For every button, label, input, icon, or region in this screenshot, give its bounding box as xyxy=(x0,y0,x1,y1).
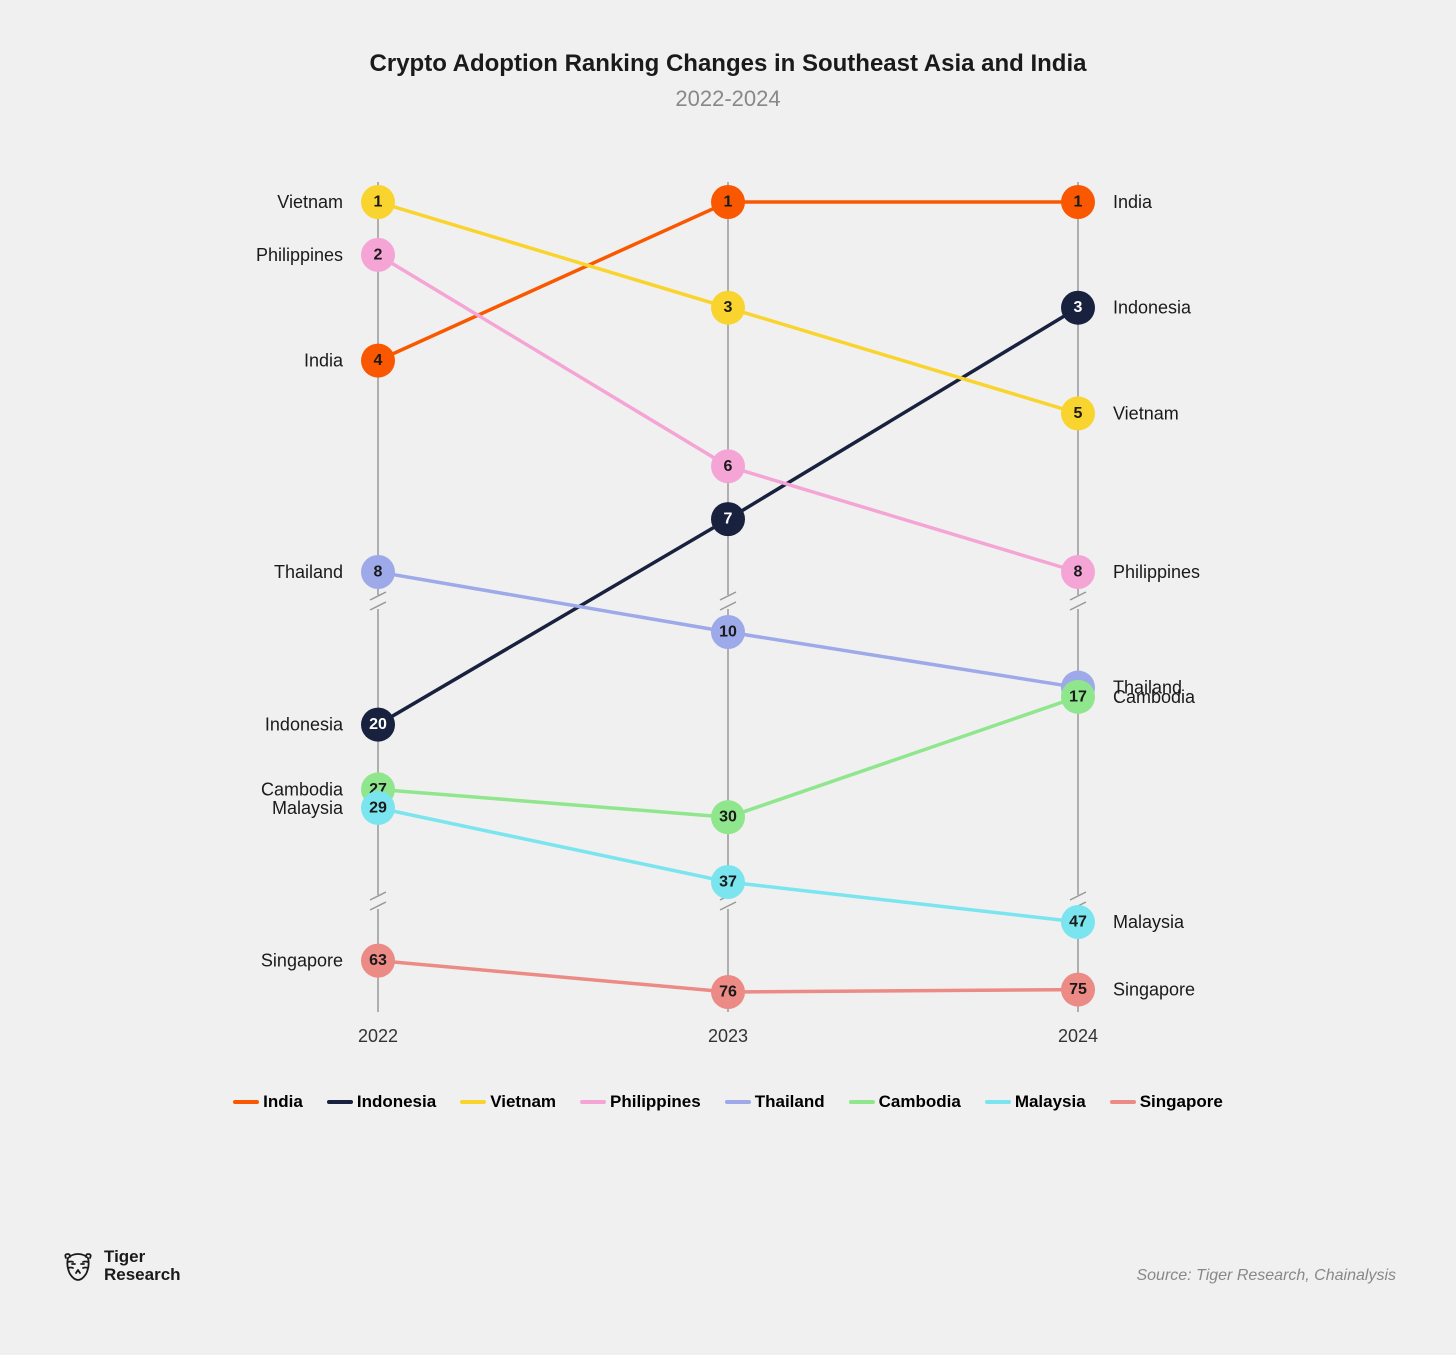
legend-label: Vietnam xyxy=(490,1092,556,1112)
legend-item-indonesia: Indonesia xyxy=(327,1092,436,1112)
rank-value: 63 xyxy=(369,952,387,969)
legend-item-vietnam: Vietnam xyxy=(460,1092,556,1112)
rank-value: 8 xyxy=(1074,564,1083,581)
rank-value: 30 xyxy=(719,809,737,826)
plot-area: 411207313526881016273017293747637675 Vie… xyxy=(178,142,1278,1062)
rank-value: 17 xyxy=(1069,688,1087,705)
right-label-philippines: Philippines xyxy=(1113,562,1200,582)
right-label-vietnam: Vietnam xyxy=(1113,403,1179,423)
legend-label: Philippines xyxy=(610,1092,701,1112)
legend: India Indonesia Vietnam Philippines Thailand… xyxy=(50,1092,1406,1112)
legend-swatch xyxy=(725,1100,751,1104)
chart-svg: 411207313526881016273017293747637675 Vie… xyxy=(178,142,1278,1062)
chart-title: Crypto Adoption Ranking Changes in South… xyxy=(50,50,1406,78)
left-label-indonesia: Indonesia xyxy=(265,715,344,735)
legend-item-cambodia: Cambodia xyxy=(849,1092,961,1112)
left-label-india: India xyxy=(304,351,344,371)
legend-item-singapore: Singapore xyxy=(1110,1092,1223,1112)
brand-line1: Tiger xyxy=(104,1248,181,1267)
right-label-malaysia: Malaysia xyxy=(1113,912,1185,932)
left-label-malaysia: Malaysia xyxy=(272,798,344,818)
rank-value: 29 xyxy=(369,799,387,816)
legend-swatch xyxy=(327,1100,353,1104)
legend-label: Indonesia xyxy=(357,1092,436,1112)
chart-subtitle: 2022-2024 xyxy=(50,86,1406,112)
legend-swatch xyxy=(985,1100,1011,1104)
legend-label: Cambodia xyxy=(879,1092,961,1112)
rank-value: 3 xyxy=(724,299,733,316)
left-label-cambodia: Cambodia xyxy=(261,779,344,799)
chart-container: Crypto Adoption Ranking Changes in South… xyxy=(50,50,1406,1305)
left-label-vietnam: Vietnam xyxy=(277,192,343,212)
source-text: Source: Tiger Research, Chainalysis xyxy=(1136,1267,1396,1285)
legend-label: Thailand xyxy=(755,1092,825,1112)
legend-item-malaysia: Malaysia xyxy=(985,1092,1086,1112)
rank-value: 7 xyxy=(724,511,733,528)
rank-value: 8 xyxy=(374,564,383,581)
rank-value: 1 xyxy=(1074,194,1083,211)
rank-value: 75 xyxy=(1069,981,1087,998)
tiger-icon xyxy=(60,1248,96,1284)
legend-label: Singapore xyxy=(1140,1092,1223,1112)
year-label: 2023 xyxy=(708,1026,748,1046)
legend-swatch xyxy=(460,1100,486,1104)
rank-value: 20 xyxy=(369,716,387,733)
brand-line2: Research xyxy=(104,1266,181,1285)
legend-swatch xyxy=(849,1100,875,1104)
rank-value: 6 xyxy=(724,458,733,475)
rank-value: 37 xyxy=(719,874,737,891)
rank-value: 5 xyxy=(1074,405,1083,422)
legend-item-india: India xyxy=(233,1092,303,1112)
right-label-singapore: Singapore xyxy=(1113,980,1195,1000)
rank-value: 4 xyxy=(374,352,383,369)
year-label: 2022 xyxy=(358,1026,398,1046)
legend-swatch xyxy=(233,1100,259,1104)
legend-item-philippines: Philippines xyxy=(580,1092,701,1112)
footer: Tiger Research Source: Tiger Research, C… xyxy=(50,1248,1406,1285)
right-label-indonesia: Indonesia xyxy=(1113,298,1192,318)
legend-label: Malaysia xyxy=(1015,1092,1086,1112)
brand-logo: Tiger Research xyxy=(60,1248,181,1285)
rank-value: 1 xyxy=(724,194,733,211)
right-label-cambodia: Cambodia xyxy=(1113,687,1196,707)
legend-item-thailand: Thailand xyxy=(725,1092,825,1112)
rank-value: 10 xyxy=(719,624,737,641)
left-label-philippines: Philippines xyxy=(256,245,343,265)
legend-swatch xyxy=(1110,1100,1136,1104)
rank-value: 2 xyxy=(374,246,383,263)
right-label-india: India xyxy=(1113,192,1153,212)
left-label-singapore: Singapore xyxy=(261,951,343,971)
rank-value: 3 xyxy=(1074,299,1083,316)
rank-value: 76 xyxy=(719,984,737,1001)
year-label: 2024 xyxy=(1058,1026,1098,1046)
left-label-thailand: Thailand xyxy=(274,562,343,582)
rank-value: 47 xyxy=(1069,914,1087,931)
rank-value: 1 xyxy=(374,194,383,211)
legend-swatch xyxy=(580,1100,606,1104)
legend-label: India xyxy=(263,1092,303,1112)
